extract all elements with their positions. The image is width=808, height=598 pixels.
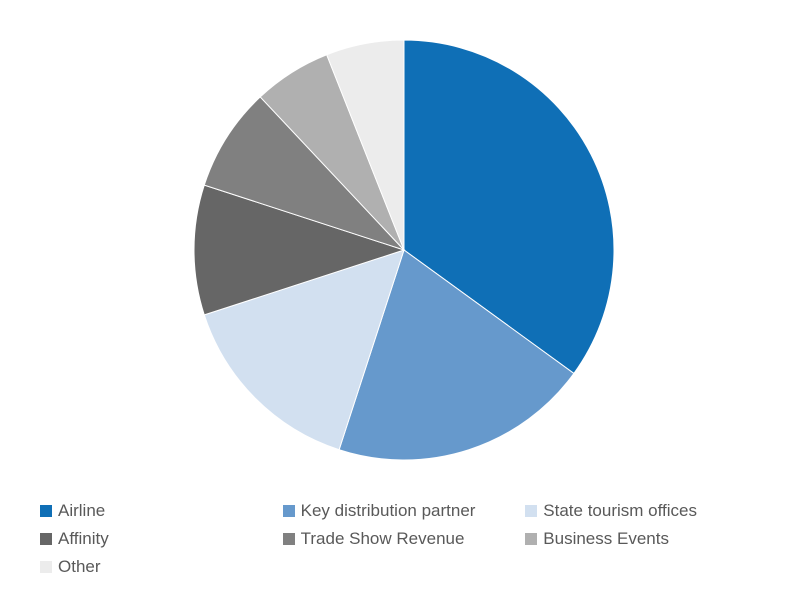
legend-item: Business Events (525, 528, 768, 550)
legend-label: Key distribution partner (301, 500, 476, 522)
legend-swatch (525, 533, 537, 545)
legend-label: Business Events (543, 528, 669, 550)
legend-label: Trade Show Revenue (301, 528, 465, 550)
legend: Airline Key distribution partner State tou… (40, 500, 768, 578)
pie-chart-container: Airline Key distribution partner State tou… (0, 0, 808, 598)
legend-item: Trade Show Revenue (283, 528, 526, 550)
pie-chart-area (0, 0, 808, 500)
legend-item: State tourism offices (525, 500, 768, 522)
legend-swatch (283, 533, 295, 545)
legend-label: Affinity (58, 528, 109, 550)
legend-item: Other (40, 556, 283, 578)
legend-item: Airline (40, 500, 283, 522)
legend-label: Other (58, 556, 101, 578)
legend-item: Affinity (40, 528, 283, 550)
legend-label: State tourism offices (543, 500, 697, 522)
legend-swatch (40, 561, 52, 573)
legend-item: Key distribution partner (283, 500, 526, 522)
legend-label: Airline (58, 500, 105, 522)
pie-chart-svg (194, 40, 614, 460)
legend-swatch (40, 505, 52, 517)
legend-swatch (283, 505, 295, 517)
legend-swatch (40, 533, 52, 545)
legend-swatch (525, 505, 537, 517)
